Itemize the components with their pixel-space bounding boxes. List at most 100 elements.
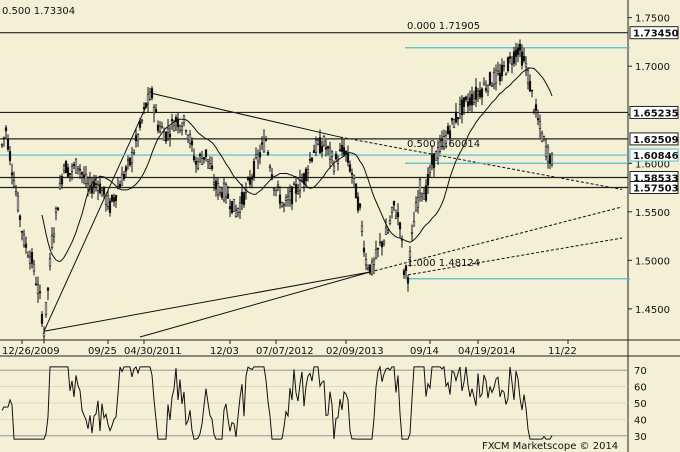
candle-body xyxy=(272,188,276,191)
candle-body xyxy=(186,134,190,140)
level-box-3 xyxy=(629,148,679,162)
candle-body xyxy=(100,189,104,197)
candle-body xyxy=(82,174,86,179)
candle-body xyxy=(490,84,494,87)
candle-body xyxy=(404,265,408,271)
fib-label-0: 0.500 1.73304 xyxy=(2,6,75,17)
candle-body xyxy=(278,194,282,204)
candle-body xyxy=(124,166,128,172)
candle-body xyxy=(112,197,116,202)
candle-body xyxy=(114,195,118,201)
candle-body xyxy=(120,174,124,186)
candle-body xyxy=(510,63,514,65)
candle-body xyxy=(378,241,382,244)
candle-body xyxy=(412,221,416,227)
candle-body xyxy=(212,182,216,185)
candle-body xyxy=(218,186,222,193)
candle-body xyxy=(426,174,430,186)
candle-body xyxy=(480,88,484,98)
candle-body xyxy=(238,202,242,213)
candle-body xyxy=(526,70,530,84)
candle-body xyxy=(52,233,56,237)
candle-body xyxy=(482,82,486,86)
candle-body xyxy=(204,149,208,158)
candle-body xyxy=(26,255,30,258)
candle-body xyxy=(492,72,496,85)
candle-body xyxy=(320,145,324,152)
candle-body xyxy=(498,72,502,82)
candle-body xyxy=(268,166,272,168)
rsi-line xyxy=(1,365,553,440)
candle-body xyxy=(168,133,172,138)
x-tick-label: 04/19/2014 xyxy=(458,346,516,357)
candle-body xyxy=(264,139,268,141)
candle-body xyxy=(38,291,42,294)
candle-body xyxy=(110,194,114,202)
candle-body xyxy=(438,141,442,152)
x-tick-label: 02/09/2013 xyxy=(326,346,384,357)
candle-body xyxy=(194,160,198,165)
candle-body xyxy=(342,147,346,155)
level-value-4: 1.58533 xyxy=(633,174,679,185)
candle-body xyxy=(92,181,96,187)
candle-body xyxy=(410,232,414,234)
candle-body xyxy=(476,91,480,95)
candle-body xyxy=(504,73,508,76)
candle-body xyxy=(280,202,284,207)
rsi-tick-label: 60 xyxy=(634,383,647,394)
candle-body xyxy=(500,64,504,77)
candle-body xyxy=(192,155,196,161)
candle-body xyxy=(224,184,228,198)
candle-body xyxy=(466,101,470,107)
candle-body xyxy=(494,69,498,84)
candle-body xyxy=(354,183,358,199)
candle-body xyxy=(54,208,58,213)
level-value-2: 1.62509 xyxy=(633,135,679,146)
candle-body xyxy=(118,184,122,188)
candle-body xyxy=(208,163,212,169)
candle-body xyxy=(336,160,340,165)
candle-body xyxy=(86,183,90,188)
candle-body xyxy=(176,118,180,128)
candle-body xyxy=(542,136,546,140)
candle-body xyxy=(388,220,392,224)
candle-body xyxy=(68,173,72,175)
candle-body xyxy=(172,125,176,132)
candle-body xyxy=(422,193,426,200)
candle-body xyxy=(260,142,264,145)
candle-body xyxy=(360,225,364,232)
candle-body xyxy=(512,51,516,64)
candle-body xyxy=(340,145,344,152)
candle-body xyxy=(64,161,68,174)
candle-body xyxy=(370,261,374,275)
y-tick-label: 1.7000 xyxy=(635,62,670,73)
candle-body xyxy=(22,233,26,246)
candle-body xyxy=(122,173,126,180)
y-tick-label: 1.6000 xyxy=(635,159,670,170)
level-value-3: 1.60846 xyxy=(633,151,679,162)
candle-body xyxy=(36,284,40,294)
candle-body xyxy=(66,167,70,178)
candle-body xyxy=(418,179,422,194)
candle-body xyxy=(530,89,534,92)
candle-body xyxy=(32,263,36,272)
candle-body xyxy=(334,153,338,160)
fib-labels: 0.500 1.73304 0.000 1.71905 0.500 1.60014 1… xyxy=(2,6,480,269)
candle-body xyxy=(150,88,154,99)
candle-body xyxy=(444,135,448,144)
level-box-0 xyxy=(629,26,679,40)
y-tick-label: 1.5000 xyxy=(635,256,670,267)
candle-body xyxy=(254,154,258,158)
candle-body xyxy=(432,153,436,169)
candle-body xyxy=(372,259,376,265)
candle-body xyxy=(98,183,102,194)
candle-body xyxy=(362,247,366,253)
candle-body xyxy=(322,136,326,146)
candle-body xyxy=(324,147,328,150)
candle-body xyxy=(294,184,298,194)
trendline-0 xyxy=(43,93,153,332)
candle-body xyxy=(4,127,8,132)
candle-body xyxy=(144,102,148,108)
